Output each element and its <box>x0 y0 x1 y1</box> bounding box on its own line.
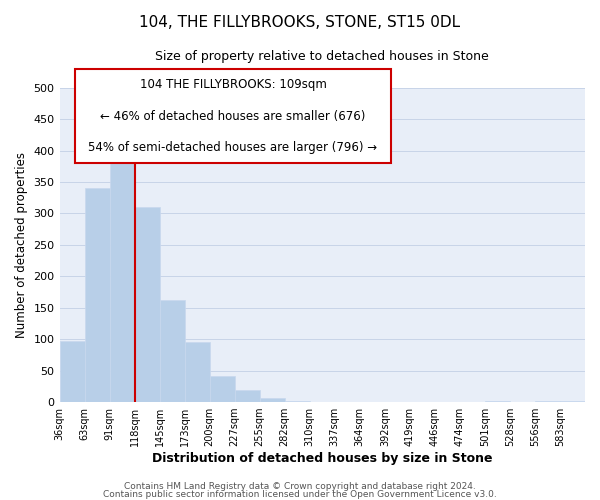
Bar <box>85 188 110 402</box>
Bar <box>110 144 134 402</box>
FancyBboxPatch shape <box>76 69 391 163</box>
Bar <box>185 342 209 402</box>
Bar <box>260 398 285 402</box>
Text: 54% of semi-detached houses are larger (796) →: 54% of semi-detached houses are larger (… <box>88 141 377 154</box>
Bar <box>235 390 260 402</box>
Bar <box>209 376 235 402</box>
Bar <box>560 401 585 402</box>
Bar <box>134 207 160 402</box>
Bar <box>485 401 510 402</box>
Bar <box>535 401 560 402</box>
Y-axis label: Number of detached properties: Number of detached properties <box>15 152 28 338</box>
Text: Contains HM Land Registry data © Crown copyright and database right 2024.: Contains HM Land Registry data © Crown c… <box>124 482 476 491</box>
X-axis label: Distribution of detached houses by size in Stone: Distribution of detached houses by size … <box>152 452 493 465</box>
Text: 104 THE FILLYBROOKS: 109sqm: 104 THE FILLYBROOKS: 109sqm <box>140 78 326 92</box>
Title: Size of property relative to detached houses in Stone: Size of property relative to detached ho… <box>155 50 489 63</box>
Bar <box>285 401 310 402</box>
Text: ← 46% of detached houses are smaller (676): ← 46% of detached houses are smaller (67… <box>100 110 365 123</box>
Bar <box>59 341 85 402</box>
Bar <box>160 300 185 402</box>
Text: Contains public sector information licensed under the Open Government Licence v3: Contains public sector information licen… <box>103 490 497 499</box>
Text: 104, THE FILLYBROOKS, STONE, ST15 0DL: 104, THE FILLYBROOKS, STONE, ST15 0DL <box>139 15 461 30</box>
